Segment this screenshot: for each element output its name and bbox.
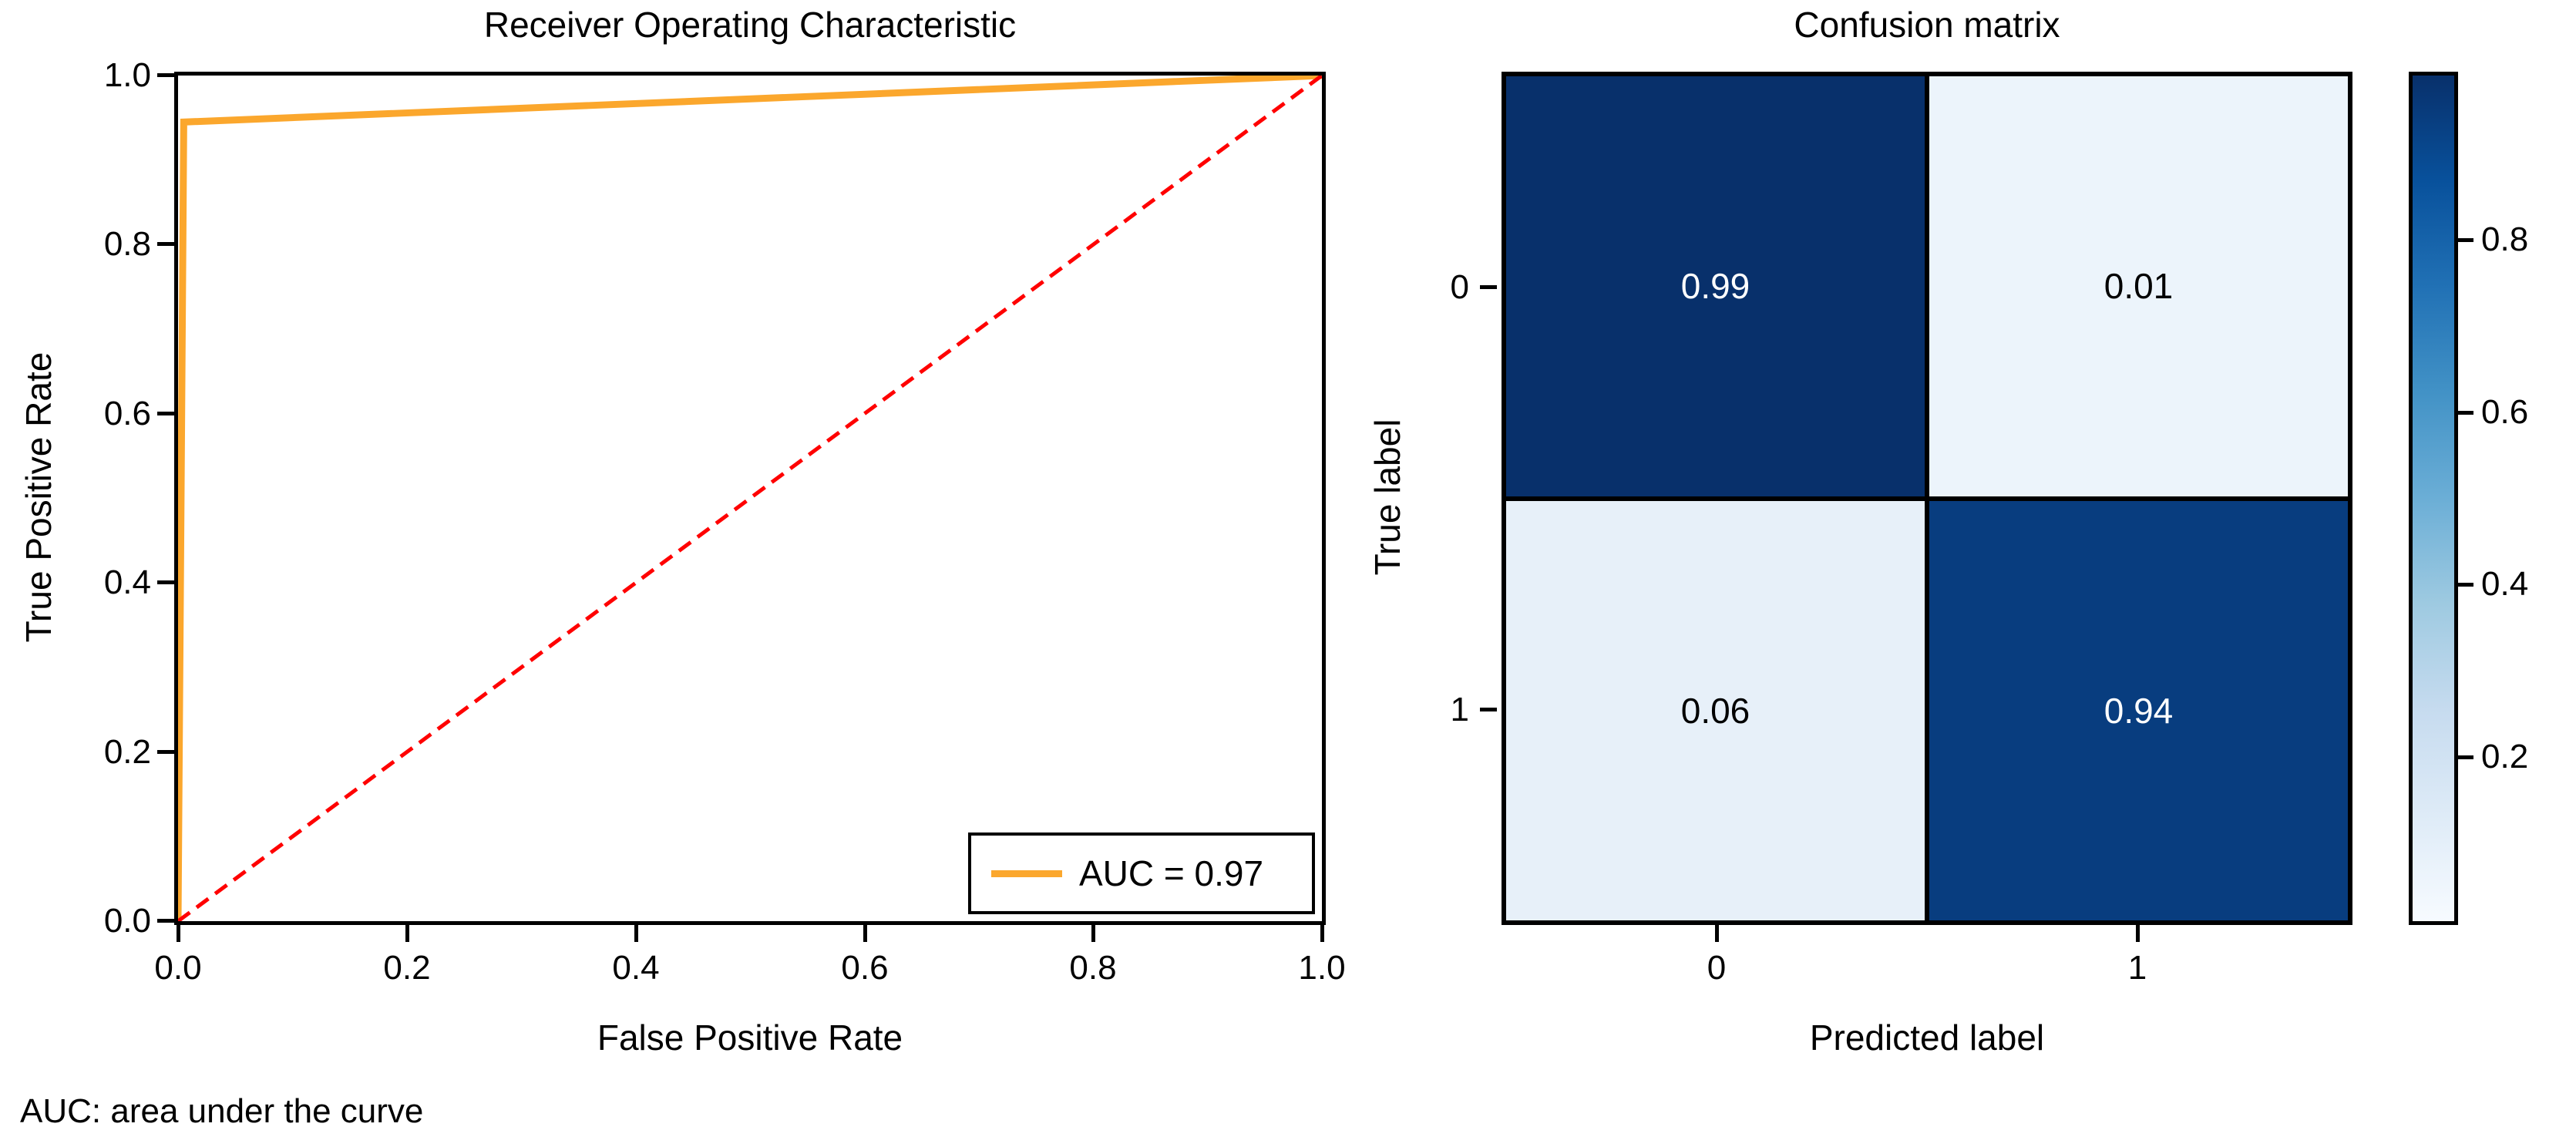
roc-xtick-mark bbox=[1091, 925, 1095, 942]
roc-xtick-label: 1.0 bbox=[1298, 949, 1346, 987]
roc-xtick-mark bbox=[634, 925, 638, 942]
roc-ytick-label: 1.0 bbox=[103, 56, 151, 94]
colorbar bbox=[2409, 72, 2458, 925]
cm-cell-true1-pred0: 0.06 bbox=[1506, 498, 1927, 920]
roc-ytick-mark bbox=[157, 73, 174, 77]
cm-xtick-mark bbox=[2136, 925, 2140, 942]
roc-legend: AUC = 0.97 bbox=[968, 832, 1315, 914]
legend-line-sample bbox=[991, 870, 1062, 877]
roc-ytick-mark bbox=[157, 750, 174, 754]
roc-ytick-label: 0.4 bbox=[103, 563, 151, 601]
cm-xtick-mark bbox=[1715, 925, 1719, 942]
roc-ytick-label: 0.0 bbox=[103, 902, 151, 940]
figure-footnote: AUC: area under the curve bbox=[20, 1092, 424, 1130]
roc-ytick-label: 0.6 bbox=[103, 395, 151, 432]
colorbar-tick-label: 0.4 bbox=[2481, 565, 2529, 603]
roc-ytick-mark bbox=[157, 412, 174, 415]
colorbar-tick-label: 0.2 bbox=[2481, 738, 2529, 775]
cm-ytick-mark bbox=[1480, 708, 1497, 711]
cm-cell-true0-pred1: 0.01 bbox=[1927, 76, 2348, 499]
roc-ytick-mark bbox=[157, 242, 174, 246]
colorbar-tick-mark bbox=[2458, 238, 2473, 242]
roc-xtick-label: 0.8 bbox=[1069, 949, 1117, 987]
colorbar-tick-mark bbox=[2458, 411, 2473, 415]
roc-xtick-label: 0.6 bbox=[841, 949, 889, 987]
roc-ytick-mark bbox=[157, 580, 174, 584]
cm-xtick-label: 1 bbox=[2127, 949, 2147, 987]
cm-cell-true1-pred1: 0.94 bbox=[1927, 498, 2348, 920]
confusion-matrix-title: Confusion matrix bbox=[1794, 5, 2060, 45]
roc-ytick-mark bbox=[157, 919, 174, 923]
roc-xtick-label: 0.4 bbox=[612, 949, 660, 987]
roc-xtick-mark bbox=[405, 925, 409, 942]
cm-ytick-label: 0 bbox=[1450, 268, 1469, 306]
roc-curve-line bbox=[178, 76, 1322, 921]
cm-ytick-label: 1 bbox=[1450, 691, 1469, 728]
colorbar-tick-mark bbox=[2458, 583, 2473, 587]
roc-ytick-label: 0.8 bbox=[103, 225, 151, 263]
cm-ytick-mark bbox=[1480, 285, 1497, 289]
colorbar-tick-label: 0.6 bbox=[2481, 393, 2529, 431]
roc-title: Receiver Operating Characteristic bbox=[483, 5, 1017, 45]
colorbar-tick-label: 0.8 bbox=[2481, 220, 2529, 258]
legend-auc-label: AUC = 0.97 bbox=[1079, 853, 1264, 893]
chance-diagonal-line bbox=[178, 76, 1322, 921]
cm-cell-true0-pred0: 0.99 bbox=[1506, 76, 1927, 499]
cm-x-axis-label: Predicted label bbox=[1809, 1018, 2045, 1058]
roc-xtick-label: 0.0 bbox=[154, 949, 202, 987]
cm-y-axis-label: True label bbox=[1367, 419, 1407, 576]
roc-x-axis-label: False Positive Rate bbox=[597, 1018, 903, 1058]
roc-plot-svg bbox=[178, 76, 1322, 921]
cm-xtick-label: 0 bbox=[1707, 949, 1727, 987]
confusion-matrix-heatmap: 0.99 0.01 0.06 0.94 bbox=[1502, 72, 2352, 925]
roc-xtick-mark bbox=[1320, 925, 1324, 942]
roc-plot-area bbox=[174, 72, 1326, 925]
roc-xtick-mark bbox=[863, 925, 867, 942]
colorbar-tick-mark bbox=[2458, 755, 2473, 759]
roc-xtick-label: 0.2 bbox=[383, 949, 431, 987]
roc-xtick-mark bbox=[177, 925, 180, 942]
roc-ytick-label: 0.2 bbox=[103, 733, 151, 771]
